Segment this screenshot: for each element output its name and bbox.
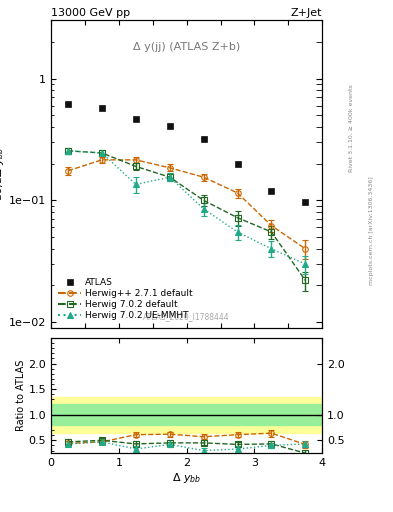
Text: ATLAS_2020_I1788444: ATLAS_2020_I1788444 <box>143 312 230 322</box>
Text: Rivet 3.1.10, ≥ 400k events: Rivet 3.1.10, ≥ 400k events <box>349 84 354 172</box>
X-axis label: $\Delta\ y_{bb}$: $\Delta\ y_{bb}$ <box>172 471 201 485</box>
Y-axis label: $d\sigma/d\Delta\ y_{bb}$: $d\sigma/d\Delta\ y_{bb}$ <box>0 147 6 201</box>
Bar <box>51 397 322 433</box>
Legend: ATLAS, Herwig++ 2.7.1 default, Herwig 7.0.2 default, Herwig 7.0.2 UE-MMHT: ATLAS, Herwig++ 2.7.1 default, Herwig 7.… <box>55 275 196 323</box>
Text: Z+Jet: Z+Jet <box>291 8 322 18</box>
Bar <box>51 404 322 425</box>
Y-axis label: Ratio to ATLAS: Ratio to ATLAS <box>16 360 26 431</box>
Text: 13000 GeV pp: 13000 GeV pp <box>51 8 130 18</box>
Text: mcplots.cern.ch [arXiv:1306.3436]: mcplots.cern.ch [arXiv:1306.3436] <box>369 176 374 285</box>
Text: Δ y(jj) (ATLAS Z+b): Δ y(jj) (ATLAS Z+b) <box>133 42 240 52</box>
